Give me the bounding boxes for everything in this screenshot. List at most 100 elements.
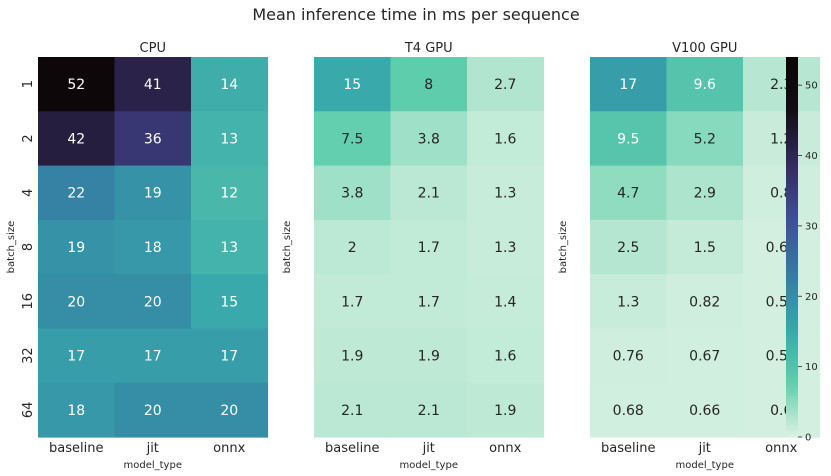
- y-axis-label: batch_size: [6, 221, 17, 274]
- cell-value-label: 22: [67, 186, 85, 202]
- heatmap-panel-t4-gpu: T4 GPU 15 8 2.7 7.5 3.8 1.6 3.8 2.1 1.3 2 1.7 1.3 1.7…: [282, 41, 545, 471]
- colorbar-segment: [786, 237, 798, 242]
- colorbar-tick-label: 30: [805, 221, 818, 232]
- colorbar-segment: [786, 183, 798, 188]
- cell-value-label: 1.9: [341, 349, 363, 365]
- heatmap-cell: [467, 382, 545, 438]
- colorbar-segment: [786, 234, 798, 239]
- x-tick-label: baseline: [49, 441, 103, 456]
- cell-value-label: 17: [144, 349, 162, 365]
- heatmap-cell: [590, 328, 668, 384]
- cell-value-label: 2: [348, 240, 357, 256]
- x-tick-label: onnx: [213, 441, 245, 456]
- cell-value-label: 2.1: [341, 403, 363, 419]
- heatmap-cell: [38, 111, 116, 167]
- heatmap-cell: [314, 274, 392, 330]
- cell-value-label: 20: [144, 403, 162, 419]
- colorbar-segment: [786, 266, 798, 270]
- heatmap-cell: [314, 219, 392, 275]
- colorbar-segment: [786, 209, 798, 213]
- cell-value-label: 1.7: [418, 240, 440, 256]
- cell-value-label: 1.3: [494, 240, 516, 256]
- colorbar-segment: [786, 72, 798, 77]
- figure-title: Mean inference time in ms per sequence: [252, 5, 579, 24]
- cell-value-label: 1.4: [494, 294, 516, 310]
- heatmap-cell: [114, 219, 192, 275]
- colorbar: 0 10 20 30 40 50: [786, 57, 818, 444]
- cell-value-label: 14: [220, 77, 238, 93]
- colorbar-segment: [786, 281, 798, 286]
- colorbar-segment: [786, 95, 798, 99]
- colorbar-segment: [786, 323, 798, 327]
- x-tick-label: baseline: [601, 441, 655, 456]
- colorbar-segment: [786, 386, 798, 391]
- heatmap-cell: [38, 57, 116, 112]
- heatmap-cell: [467, 219, 545, 275]
- colorbar-tick-label: 10: [805, 362, 818, 373]
- colorbar-segment: [786, 335, 798, 340]
- heatmap-cell: [590, 165, 668, 221]
- x-axis-label: model_type: [124, 460, 182, 471]
- colorbar-segment: [786, 240, 798, 245]
- colorbar-segment: [786, 177, 798, 182]
- heatmap-cell: [390, 111, 468, 167]
- colorbar-segment: [786, 196, 798, 201]
- colorbar-segment: [786, 205, 798, 210]
- y-axis-label: batch_size: [282, 221, 293, 274]
- cell-value-label: 41: [144, 77, 162, 93]
- cell-value-label: 0.67: [689, 349, 720, 365]
- heatmap-cell: [314, 57, 392, 112]
- cell-value-label: 0.66: [689, 403, 720, 419]
- colorbar-segment: [786, 408, 798, 413]
- colorbar-tick-label: 20: [805, 292, 818, 303]
- heatmap-cell: [590, 57, 668, 112]
- colorbar-segment: [786, 167, 798, 172]
- cell-value-label: 2.7: [494, 77, 516, 93]
- colorbar-segment: [786, 69, 798, 74]
- colorbar-segment: [786, 228, 798, 232]
- cell-value-label: 1.3: [494, 186, 516, 202]
- heatmap-cell: [191, 111, 269, 167]
- cell-value-label: 13: [220, 131, 238, 147]
- heatmap-cell: [114, 111, 192, 167]
- heatmap-cell: [743, 111, 821, 167]
- x-tick-label: baseline: [325, 441, 379, 456]
- colorbar-segment: [786, 133, 798, 137]
- colorbar-segment: [786, 117, 798, 121]
- heatmap-cell: [467, 328, 545, 384]
- colorbar-segment: [786, 215, 798, 220]
- cell-value-label: 12: [220, 186, 238, 202]
- colorbar-segment: [786, 421, 798, 425]
- colorbar-segment: [786, 104, 798, 109]
- heatmap-cell: [666, 165, 744, 221]
- colorbar-segment: [786, 307, 798, 311]
- colorbar-tick-label: 40: [805, 151, 818, 162]
- heatmap-cell: [390, 165, 468, 221]
- heatmap-cell: [467, 165, 545, 221]
- heatmap-cell: [390, 382, 468, 438]
- colorbar-segment: [786, 329, 798, 334]
- colorbar-segment: [786, 405, 798, 410]
- colorbar-segment: [786, 199, 798, 204]
- heatmap-cell: [38, 219, 116, 275]
- colorbar-segment: [786, 319, 798, 324]
- cell-value-label: 7.5: [341, 131, 363, 147]
- colorbar-segment: [786, 345, 798, 349]
- colorbar-segment: [786, 82, 798, 87]
- panel-title: CPU: [140, 41, 166, 56]
- x-tick-label: onnx: [765, 441, 797, 456]
- cell-value-label: 9.5: [617, 131, 639, 147]
- heatmap-cell: [191, 165, 269, 221]
- heatmap-cell: [314, 328, 392, 384]
- colorbar-segment: [786, 288, 798, 292]
- x-axis-label: model_type: [400, 460, 458, 471]
- colorbar-segment: [786, 361, 798, 365]
- y-tick-label: 16: [21, 293, 36, 310]
- heatmap-cell: [666, 328, 744, 384]
- heatmap-cell: [114, 382, 192, 438]
- heatmap-cell: [114, 274, 192, 330]
- cell-value-label: 0.76: [613, 349, 644, 365]
- heatmap-cell: [666, 57, 744, 112]
- colorbar-segment: [786, 171, 798, 175]
